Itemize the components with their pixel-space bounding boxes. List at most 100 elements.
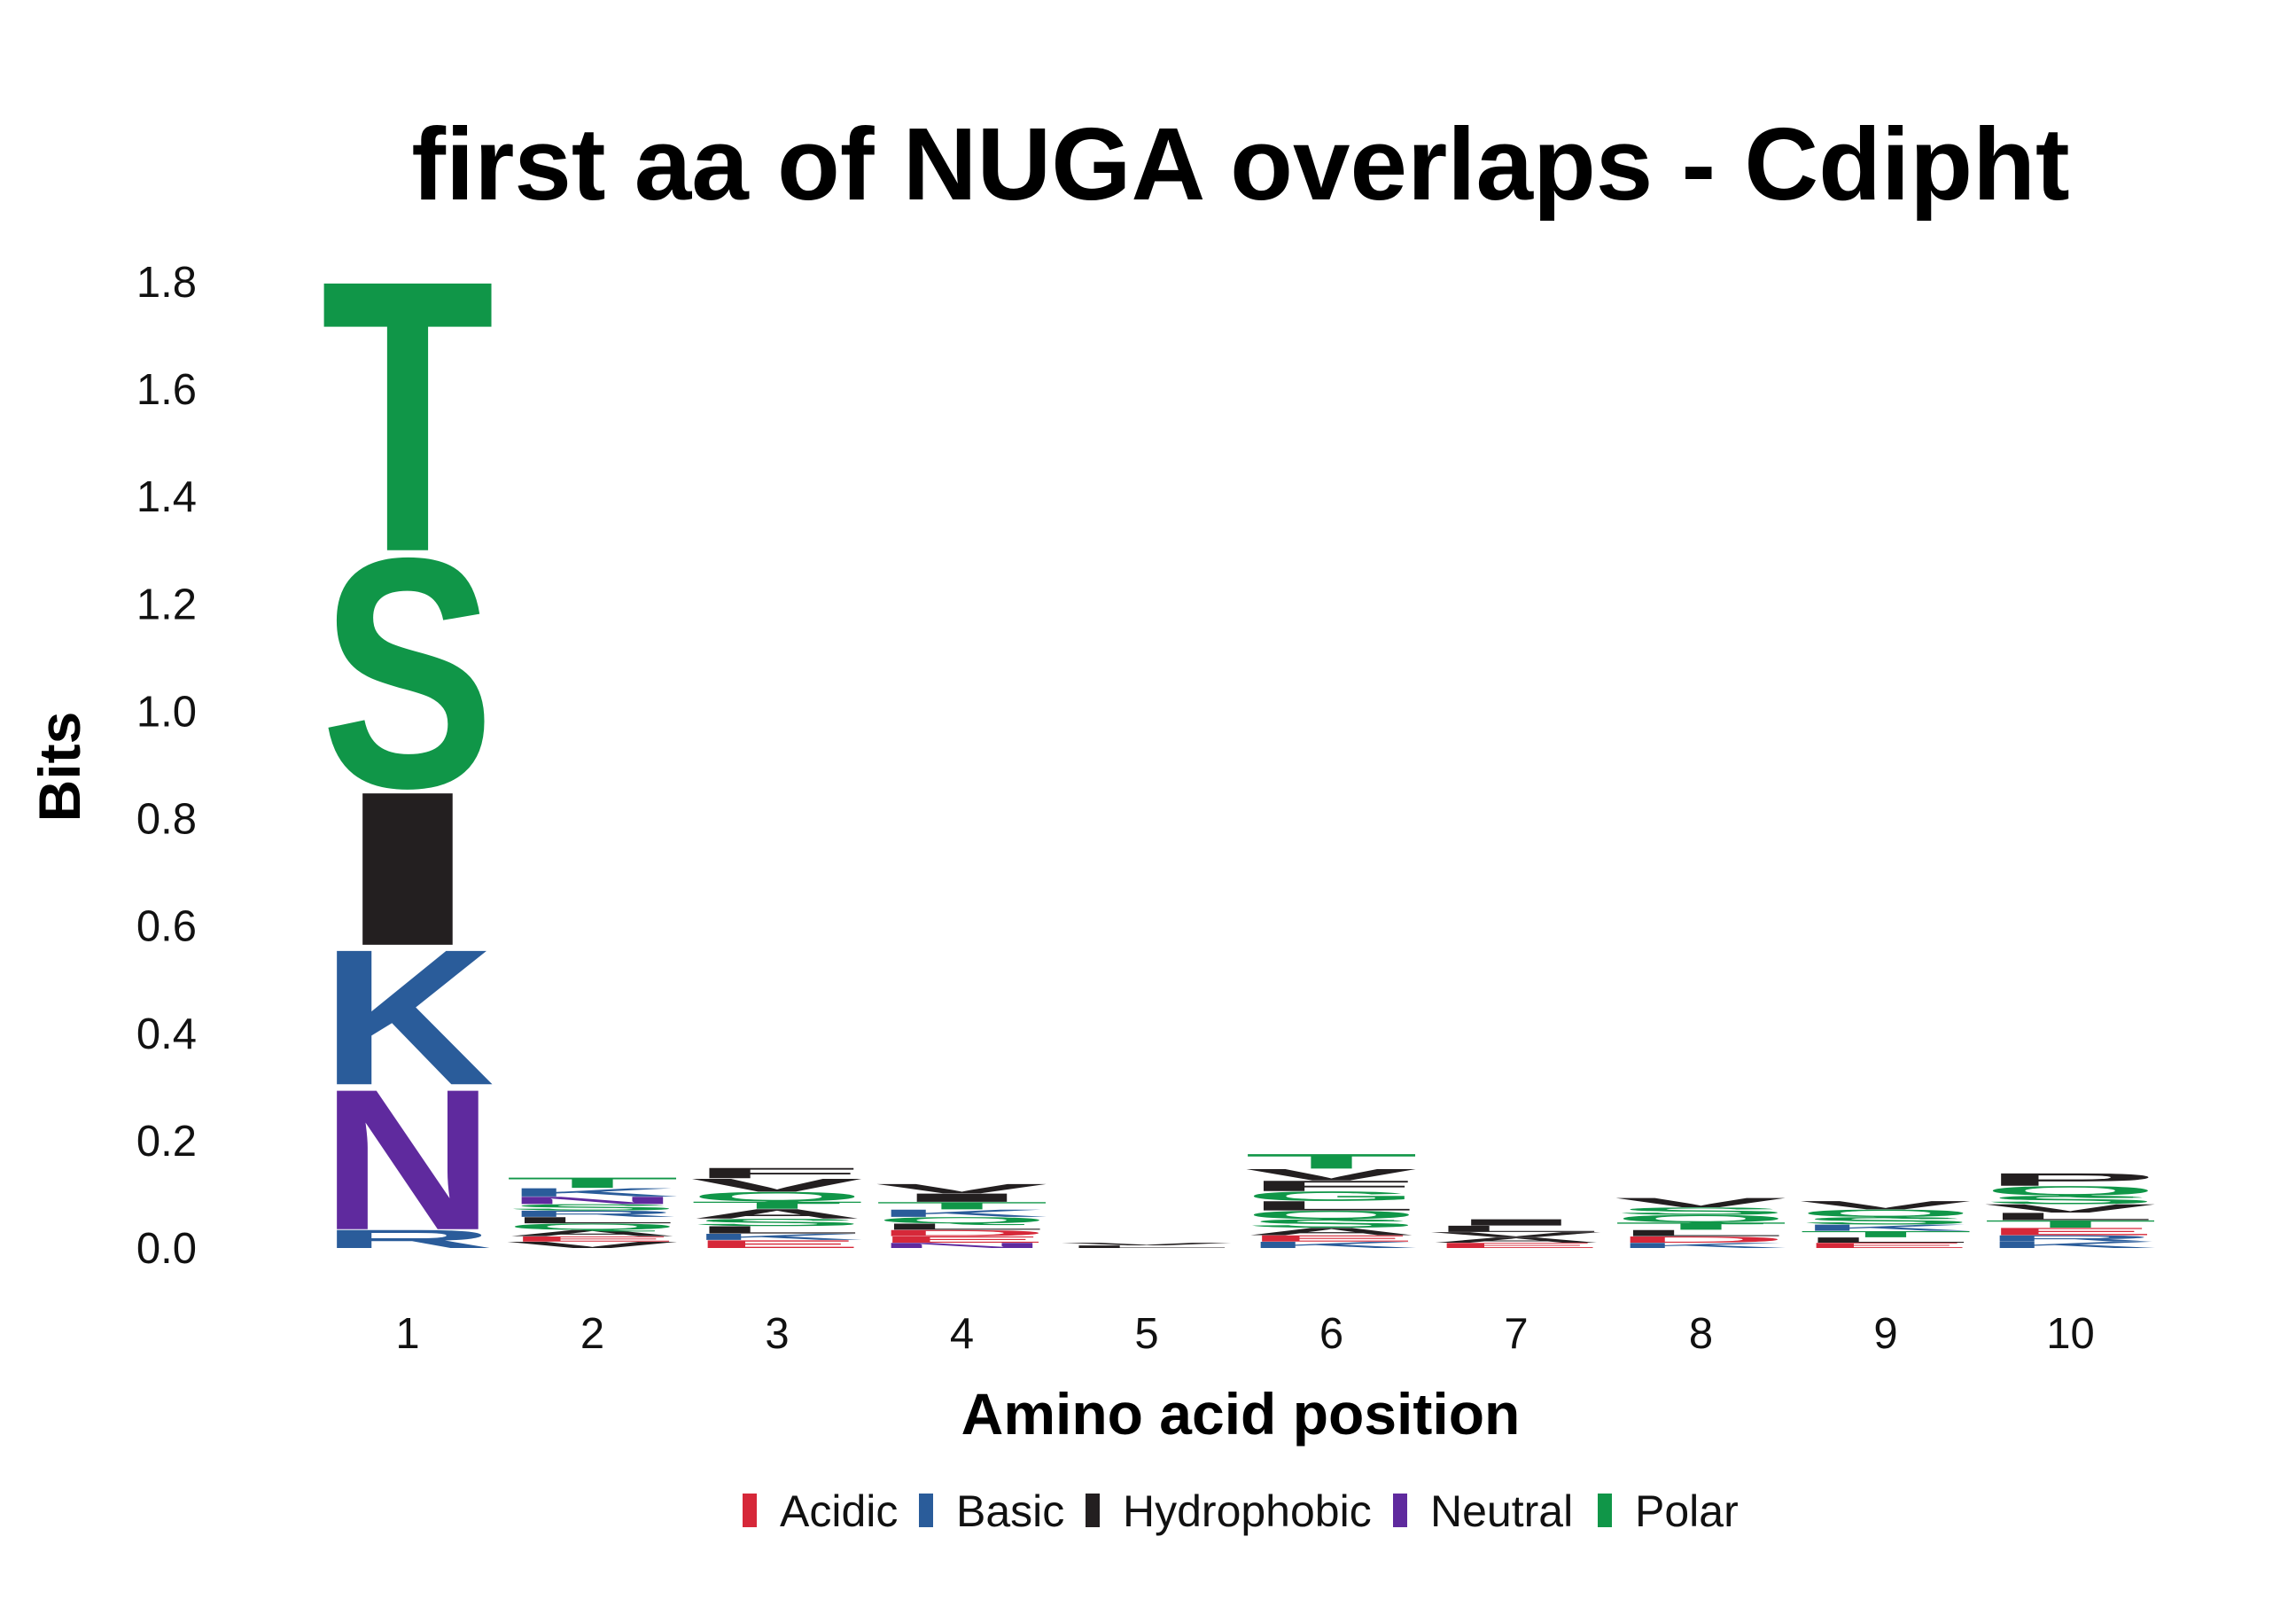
logo-letter: G <box>1245 1189 1419 1204</box>
logo-letter: E <box>690 1238 864 1251</box>
logo-letter: S <box>506 1203 680 1213</box>
logo-letter: A <box>690 1206 864 1221</box>
logo-letter: Q <box>1245 1208 1419 1221</box>
logo-letter: D <box>1615 1235 1788 1244</box>
y-axis-title: Bits <box>27 712 92 823</box>
y-tick-label: 1.6 <box>136 366 197 414</box>
legend-label: Acidic <box>780 1486 898 1536</box>
x-tick-label: 10 <box>2046 1310 2095 1358</box>
logo-letter: A <box>1245 1226 1419 1237</box>
logo-letter: A <box>506 1228 680 1238</box>
logo-letter: N <box>876 1241 1049 1249</box>
logo-letter: R <box>1984 1234 2158 1244</box>
logo-letter: V <box>1984 1202 2157 1215</box>
logo-letter: L <box>506 1215 680 1225</box>
x-tick-label: 5 <box>1134 1310 1158 1358</box>
logo-letter: S <box>1245 1217 1419 1230</box>
logo-letter: L <box>1799 1236 1973 1244</box>
stack-position-5: LV <box>1060 1242 1234 1249</box>
logo-letter: S <box>690 1217 864 1228</box>
legend-swatch <box>743 1494 757 1527</box>
logo-letter: E <box>506 1235 680 1243</box>
logo-letter: A <box>1429 1236 1603 1244</box>
logo-letter: V <box>1060 1242 1233 1246</box>
logo-letter: V <box>1615 1195 1787 1210</box>
x-tick-label: 8 <box>1689 1310 1713 1358</box>
logo-letter: R <box>506 1209 680 1219</box>
logo-letter: V <box>506 1240 679 1250</box>
x-tick-label: 6 <box>1319 1310 1343 1358</box>
x-tick-label: 7 <box>1504 1310 1528 1358</box>
logo-letter: K <box>690 1232 864 1242</box>
logo-letter: S <box>321 490 494 856</box>
legend: Acidic Basic Hydrophobic Neutral Polar <box>743 1486 1739 1536</box>
logo-letter: K <box>876 1207 1049 1219</box>
logo-letter: T <box>690 1199 864 1211</box>
logo-letter: E <box>1984 1226 2158 1237</box>
legend-label: Neutral <box>1430 1486 1573 1536</box>
x-tick-label: 4 <box>950 1310 974 1358</box>
logo-letter: E <box>1245 1234 1419 1244</box>
logo-letter: N <box>506 1195 680 1206</box>
logo-letter: E <box>876 1235 1049 1244</box>
logo-letter: L <box>1984 1211 2158 1222</box>
y-axis-ticks: 0.0 0.2 0.4 0.6 0.8 1.0 1.2 1.4 1.6 1.8 <box>136 259 197 1273</box>
logo-letter: E <box>1799 1241 1973 1249</box>
x-tick-label: 1 <box>395 1310 419 1358</box>
logo-letter: K <box>321 909 494 1126</box>
logo-letter: V <box>1245 1166 1418 1184</box>
logo-letter: N <box>321 1048 494 1273</box>
logo-letter: K <box>506 1186 680 1199</box>
logo-letter: Q <box>506 1221 680 1231</box>
logo-letter: F <box>1245 1178 1419 1195</box>
logo-letter: T <box>1245 1150 1419 1173</box>
logo-letter: T <box>1984 1218 2158 1229</box>
logo-letter: S <box>1799 1215 1973 1227</box>
legend-label: Polar <box>1635 1486 1739 1536</box>
x-tick-label: 3 <box>765 1310 789 1358</box>
legend-swatch <box>919 1494 933 1527</box>
y-tick-label: 0.4 <box>136 1010 197 1058</box>
x-axis-title: Amino acid position <box>961 1381 1521 1447</box>
logo-letter: I <box>876 1191 1049 1205</box>
logo-letter: S <box>1984 1193 2158 1206</box>
legend-label: Basic <box>956 1486 1064 1536</box>
x-axis-ticks: 1 2 3 4 5 6 7 8 9 10 <box>395 1310 2094 1358</box>
y-tick-label: 1.0 <box>136 688 197 736</box>
legend-swatch <box>1598 1494 1612 1527</box>
logo-letter: L <box>1245 1198 1419 1213</box>
logo-letter: Q <box>1984 1183 2158 1198</box>
logo-letter: F <box>690 1165 864 1182</box>
legend-swatch <box>1086 1494 1100 1527</box>
logo-letter: V <box>1799 1198 1972 1212</box>
logo-letter: D <box>876 1228 1049 1238</box>
legend-swatch <box>1393 1494 1407 1527</box>
logo-letter: T <box>321 200 494 633</box>
logo-letter: K <box>1984 1240 2158 1250</box>
logo-letter: L <box>690 1224 864 1236</box>
y-tick-label: 0.8 <box>136 796 197 844</box>
logo-letter: T <box>506 1174 680 1191</box>
y-tick-label: 1.4 <box>136 473 197 521</box>
logo-letter: I <box>321 746 494 992</box>
logo-letter: L <box>1615 1228 1788 1238</box>
logo-letter: L <box>1060 1244 1234 1249</box>
legend-label: Hydrophobic <box>1123 1486 1372 1536</box>
chart-title: first aa of NUGA overlaps - Cdipht <box>411 106 2069 222</box>
logo-letter: V <box>1429 1230 1602 1238</box>
y-tick-label: 0.0 <box>136 1225 197 1273</box>
x-tick-label: 2 <box>580 1310 604 1358</box>
logo-letter: Q <box>876 1215 1049 1225</box>
logo-letter: T <box>876 1200 1049 1212</box>
logo-letter: T <box>1615 1221 1788 1232</box>
logo-letter: K <box>1245 1240 1419 1250</box>
x-tick-label: 9 <box>1873 1310 1897 1358</box>
logo-letter: I <box>1429 1217 1603 1227</box>
